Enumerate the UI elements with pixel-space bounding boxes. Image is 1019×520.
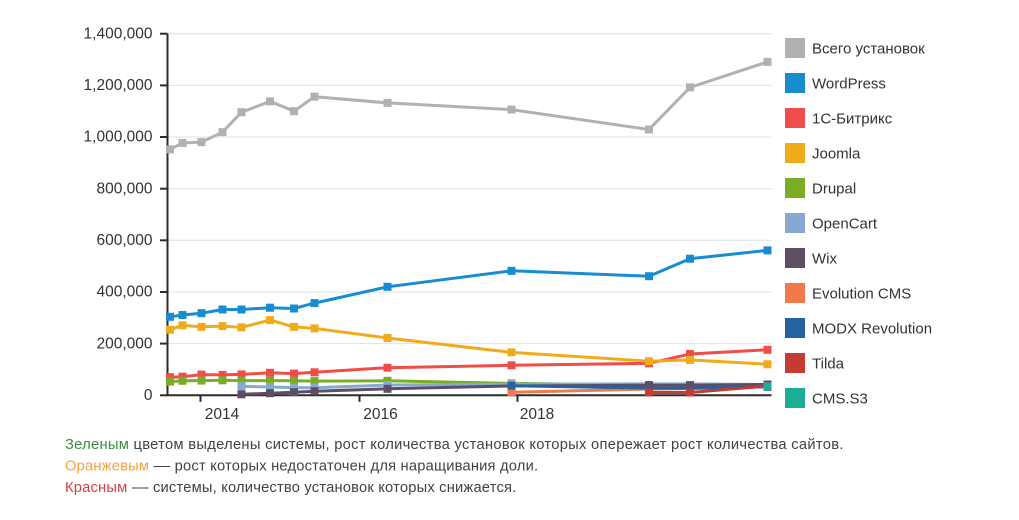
svg-text:1,000,000: 1,000,000: [84, 129, 153, 146]
svg-text:Evolution CMS: Evolution CMS: [812, 285, 911, 302]
svg-text:1,400,000: 1,400,000: [84, 25, 153, 42]
svg-text:0: 0: [144, 387, 153, 404]
svg-text:WordPress: WordPress: [812, 75, 886, 92]
svg-text:Wix: Wix: [812, 250, 837, 267]
svg-text:Tilda: Tilda: [812, 355, 845, 372]
svg-text:OpenCart: OpenCart: [812, 215, 878, 232]
svg-text:Зеленым цветом выделены систем: Зеленым цветом выделены системы, рост ко…: [65, 437, 844, 453]
svg-text:MODX Revolution: MODX Revolution: [812, 320, 932, 337]
svg-text:2014: 2014: [205, 406, 240, 423]
svg-text:Всего установок: Всего установок: [812, 40, 925, 57]
svg-text:2018: 2018: [520, 406, 554, 423]
svg-text:Оранжевым — рост которых недос: Оранжевым — рост которых недостаточен дл…: [65, 459, 538, 475]
svg-text:600,000: 600,000: [96, 232, 152, 249]
svg-text:1,200,000: 1,200,000: [84, 77, 153, 94]
svg-text:1С-Битрикс: 1С-Битрикс: [812, 110, 893, 127]
svg-text:Joomla: Joomla: [812, 145, 861, 162]
svg-text:2016: 2016: [363, 406, 397, 423]
svg-text:200,000: 200,000: [96, 335, 152, 352]
svg-text:400,000: 400,000: [96, 284, 152, 301]
svg-text:Drupal: Drupal: [812, 180, 856, 197]
svg-text:800,000: 800,000: [96, 180, 152, 197]
svg-text:CMS.S3: CMS.S3: [812, 390, 868, 407]
svg-text:Красным — системы, количество: Красным — системы, количество установок …: [65, 480, 516, 496]
